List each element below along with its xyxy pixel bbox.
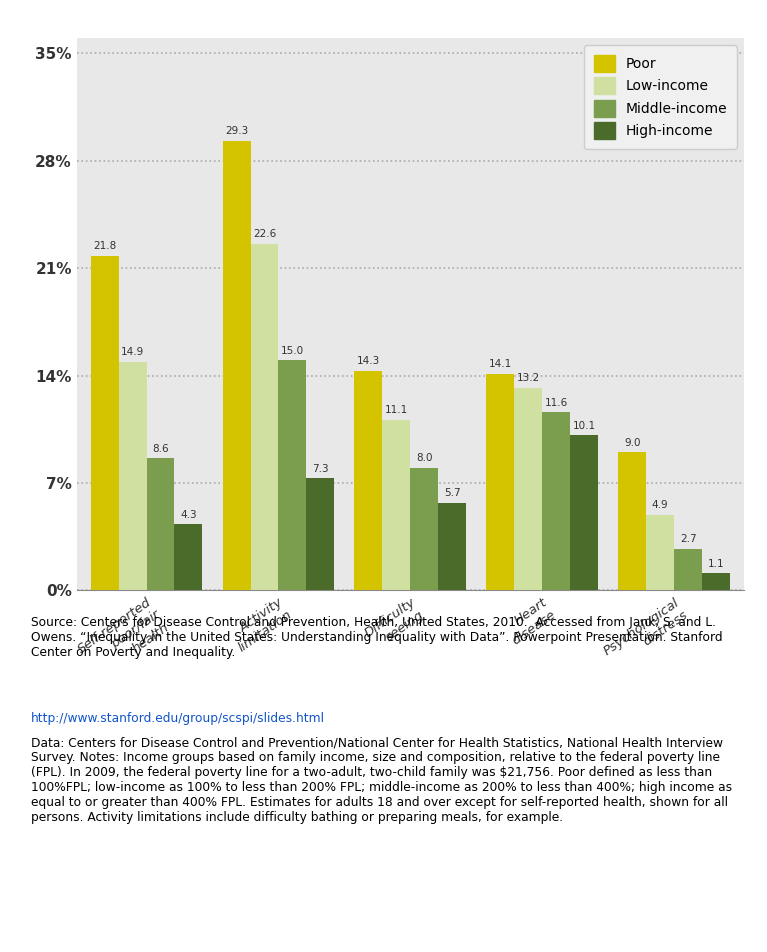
Text: 29.3: 29.3 bbox=[225, 127, 249, 136]
Text: 1.1: 1.1 bbox=[708, 559, 724, 568]
Text: 4.3: 4.3 bbox=[180, 509, 197, 520]
Bar bbox=[410, 467, 438, 590]
Text: Source: Centers for Disease Control and Prevention, Health, United States, 2010.: Source: Centers for Disease Control and … bbox=[31, 616, 723, 659]
Text: 8.0: 8.0 bbox=[416, 453, 433, 463]
Bar bbox=[119, 362, 146, 590]
Text: 10.1: 10.1 bbox=[573, 421, 596, 430]
Text: 5.7: 5.7 bbox=[444, 488, 460, 498]
Text: 9.0: 9.0 bbox=[624, 438, 640, 447]
Bar bbox=[146, 458, 174, 590]
Text: 15.0: 15.0 bbox=[281, 346, 304, 356]
Bar bbox=[542, 412, 570, 590]
Text: 4.9: 4.9 bbox=[652, 501, 669, 510]
Bar bbox=[306, 478, 334, 590]
Text: 8.6: 8.6 bbox=[152, 444, 169, 454]
Text: 2.7: 2.7 bbox=[680, 534, 696, 545]
Bar bbox=[278, 360, 306, 590]
Text: 21.8: 21.8 bbox=[93, 241, 117, 251]
Text: 14.3: 14.3 bbox=[357, 356, 380, 367]
Bar bbox=[674, 548, 702, 590]
Bar bbox=[486, 374, 515, 590]
Bar bbox=[515, 387, 542, 590]
Text: Data: Centers for Disease Control and Prevention/National Center for Health Stat: Data: Centers for Disease Control and Pr… bbox=[31, 736, 732, 824]
Bar bbox=[251, 244, 278, 590]
Bar bbox=[702, 573, 730, 590]
Legend: Poor, Low-income, Middle-income, High-income: Poor, Low-income, Middle-income, High-in… bbox=[584, 45, 737, 149]
Text: 13.2: 13.2 bbox=[517, 373, 540, 384]
Text: 7.3: 7.3 bbox=[312, 464, 328, 474]
Bar bbox=[570, 435, 598, 590]
Bar bbox=[222, 141, 251, 590]
Bar bbox=[383, 420, 410, 590]
Bar bbox=[647, 515, 674, 590]
Text: 14.9: 14.9 bbox=[121, 347, 144, 357]
Text: 14.1: 14.1 bbox=[489, 359, 512, 369]
Bar bbox=[354, 371, 383, 590]
Text: 22.6: 22.6 bbox=[253, 229, 276, 239]
Bar bbox=[438, 503, 466, 590]
Text: 11.1: 11.1 bbox=[385, 406, 408, 415]
Bar bbox=[174, 525, 202, 590]
Bar bbox=[618, 452, 647, 590]
Text: 11.6: 11.6 bbox=[545, 398, 568, 407]
Text: http://www.stanford.edu/group/scspi/slides.html: http://www.stanford.edu/group/scspi/slid… bbox=[31, 712, 324, 725]
Bar bbox=[91, 256, 119, 590]
